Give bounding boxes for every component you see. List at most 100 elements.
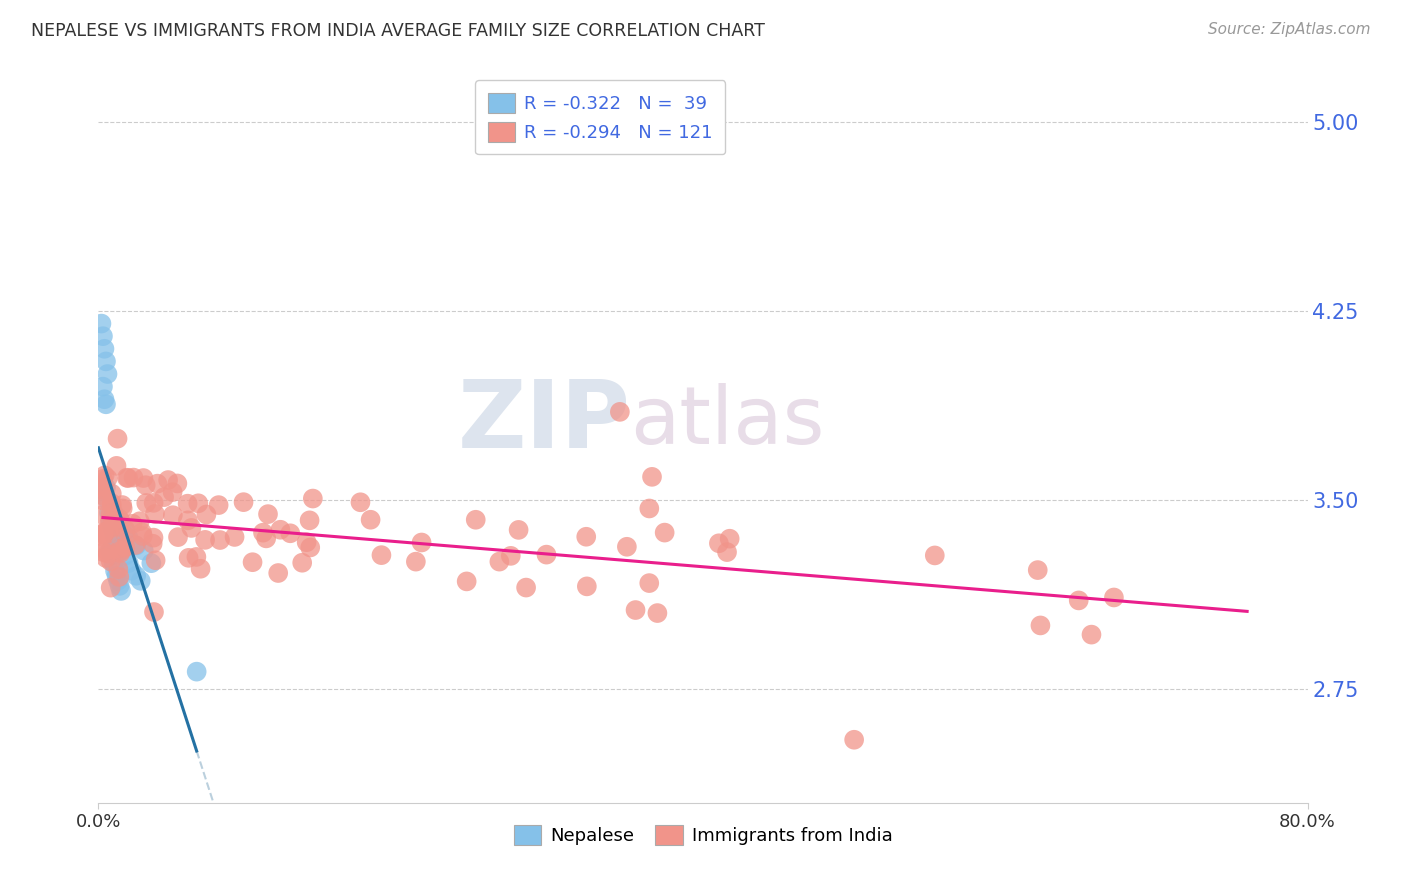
Point bbox=[91, 479, 114, 493]
Point bbox=[93, 525, 115, 540]
Point bbox=[146, 476, 169, 491]
Point bbox=[141, 556, 163, 570]
Point bbox=[186, 549, 208, 564]
Point bbox=[647, 606, 669, 620]
Point bbox=[90, 317, 112, 331]
Point bbox=[105, 569, 128, 583]
Point bbox=[405, 555, 427, 569]
Point bbox=[624, 603, 647, 617]
Point bbox=[100, 513, 122, 527]
Point bbox=[118, 531, 141, 545]
Point bbox=[166, 476, 188, 491]
Point bbox=[135, 496, 157, 510]
Point bbox=[278, 526, 301, 541]
Point bbox=[103, 556, 125, 570]
Point bbox=[299, 541, 322, 555]
Point bbox=[177, 513, 200, 527]
Point bbox=[100, 581, 122, 595]
Point bbox=[103, 506, 125, 520]
Point bbox=[515, 581, 537, 595]
Point bbox=[101, 486, 124, 500]
Text: NEPALESE VS IMMIGRANTS FROM INDIA AVERAGE FAMILY SIZE CORRELATION CHART: NEPALESE VS IMMIGRANTS FROM INDIA AVERAG… bbox=[31, 22, 765, 40]
Point bbox=[224, 530, 246, 544]
Point bbox=[180, 521, 202, 535]
Point bbox=[508, 523, 530, 537]
Point bbox=[360, 513, 382, 527]
Point bbox=[177, 550, 200, 565]
Point bbox=[208, 498, 231, 512]
Point bbox=[108, 570, 131, 584]
Point bbox=[176, 497, 198, 511]
Point bbox=[105, 531, 128, 545]
Point bbox=[654, 525, 676, 540]
Point bbox=[616, 540, 638, 554]
Point bbox=[97, 526, 120, 541]
Point bbox=[1067, 593, 1090, 607]
Point bbox=[101, 549, 124, 563]
Point bbox=[242, 555, 264, 569]
Point bbox=[110, 518, 132, 533]
Point bbox=[232, 495, 254, 509]
Point bbox=[91, 329, 114, 343]
Point bbox=[94, 354, 117, 368]
Point bbox=[100, 496, 122, 510]
Point bbox=[91, 526, 114, 541]
Point bbox=[464, 513, 486, 527]
Point bbox=[114, 540, 136, 554]
Point bbox=[96, 493, 118, 508]
Point bbox=[107, 562, 129, 576]
Point bbox=[91, 472, 114, 486]
Point bbox=[153, 490, 176, 504]
Point bbox=[716, 545, 738, 559]
Point bbox=[257, 507, 280, 521]
Point bbox=[110, 583, 132, 598]
Point bbox=[254, 532, 277, 546]
Point bbox=[114, 524, 136, 538]
Point bbox=[488, 555, 510, 569]
Point bbox=[93, 468, 115, 483]
Point bbox=[93, 392, 115, 407]
Point bbox=[1102, 591, 1125, 605]
Point bbox=[121, 516, 143, 531]
Point bbox=[638, 576, 661, 591]
Point bbox=[110, 515, 132, 529]
Point bbox=[121, 564, 143, 578]
Point bbox=[98, 515, 121, 529]
Point bbox=[105, 531, 128, 545]
Point bbox=[114, 549, 136, 563]
Point bbox=[186, 665, 208, 679]
Point bbox=[104, 528, 127, 542]
Point bbox=[108, 579, 131, 593]
Point bbox=[100, 543, 122, 558]
Point bbox=[291, 556, 314, 570]
Point bbox=[187, 496, 209, 510]
Point bbox=[101, 518, 124, 533]
Point bbox=[107, 432, 129, 446]
Point bbox=[157, 473, 180, 487]
Point bbox=[298, 513, 321, 527]
Point bbox=[536, 548, 558, 562]
Point bbox=[195, 508, 218, 522]
Point bbox=[194, 533, 217, 547]
Point bbox=[91, 527, 114, 541]
Point bbox=[91, 508, 114, 522]
Point bbox=[370, 548, 392, 562]
Point bbox=[145, 553, 167, 567]
Point bbox=[844, 732, 866, 747]
Point bbox=[411, 535, 433, 549]
Point bbox=[111, 498, 134, 512]
Point bbox=[110, 543, 132, 558]
Point bbox=[128, 514, 150, 528]
Point bbox=[101, 499, 124, 513]
Point bbox=[575, 579, 598, 593]
Point bbox=[142, 531, 165, 545]
Point bbox=[110, 546, 132, 560]
Point bbox=[91, 489, 114, 503]
Point bbox=[110, 541, 132, 556]
Text: Source: ZipAtlas.com: Source: ZipAtlas.com bbox=[1208, 22, 1371, 37]
Point bbox=[132, 543, 155, 558]
Point bbox=[115, 530, 138, 544]
Point bbox=[104, 564, 127, 578]
Point bbox=[117, 471, 139, 485]
Point bbox=[162, 508, 184, 523]
